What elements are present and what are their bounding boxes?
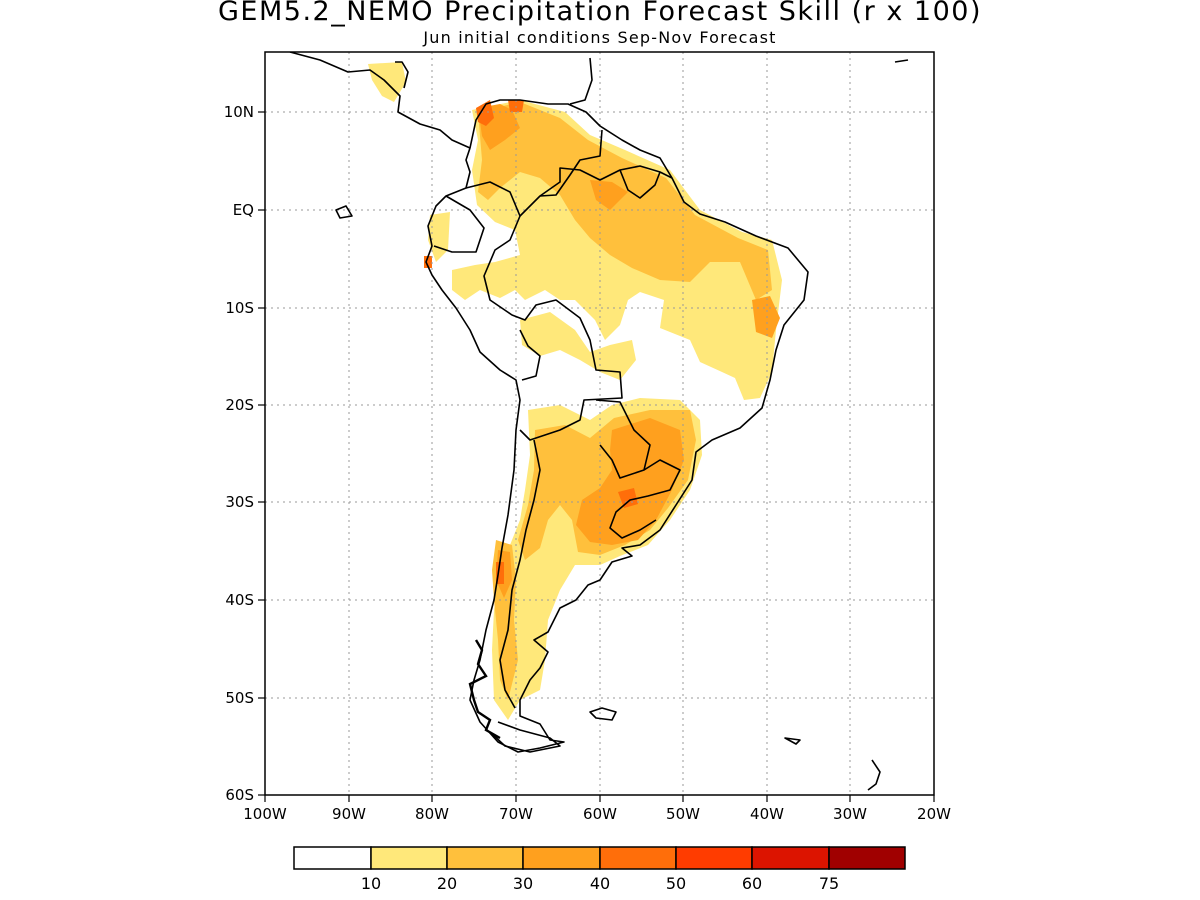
colorbar-swatch-4 bbox=[599, 846, 677, 870]
lon-tick-label-30w: 30W bbox=[833, 805, 867, 823]
colorbar-swatch-3 bbox=[522, 846, 601, 870]
lon-tick-label-90w: 90W bbox=[332, 805, 366, 823]
lat-tick-label-10s: 10S bbox=[225, 299, 254, 317]
map-subtitle: Jun initial conditions Sep-Nov Forecast bbox=[423, 28, 777, 47]
shade-northern-south-america-mid bbox=[478, 102, 772, 300]
colorbar-swatch-6 bbox=[751, 846, 830, 870]
lat-tick-label-50s: 50S bbox=[225, 689, 254, 707]
shade-southern-high bbox=[576, 418, 684, 545]
map-title: GEM5.2_NEMO Precipitation Forecast Skill… bbox=[218, 0, 982, 27]
shade-peru-coast bbox=[424, 256, 432, 268]
colorbar-label-30: 30 bbox=[513, 874, 533, 893]
lon-tick-label-100w: 100W bbox=[243, 805, 287, 823]
colorbar-swatch-0 bbox=[293, 846, 372, 870]
skill-shading bbox=[368, 62, 782, 720]
longitude-axis bbox=[264, 795, 935, 802]
coastlines bbox=[289, 52, 909, 791]
colorbar-swatch-1 bbox=[370, 846, 448, 870]
lat-tick-label-40s: 40S bbox=[225, 591, 254, 609]
colorbar-label-20: 20 bbox=[437, 874, 457, 893]
lat-tick-label-60s: 60S bbox=[225, 786, 254, 804]
lon-tick-label-20w: 20W bbox=[917, 805, 951, 823]
lon-tick-label-60w: 60W bbox=[583, 805, 617, 823]
lat-tick-label-eq: EQ bbox=[233, 201, 254, 219]
colorbar-swatch-5 bbox=[675, 846, 753, 870]
shade-venezuela-peak bbox=[476, 100, 494, 126]
lon-tick-label-50w: 50W bbox=[666, 805, 700, 823]
colorbar-swatch-7 bbox=[828, 846, 906, 870]
lat-tick-label-20s: 20S bbox=[225, 396, 254, 414]
map-gridlines bbox=[265, 52, 934, 795]
lon-tick-label-40w: 40W bbox=[750, 805, 784, 823]
colorbar bbox=[293, 846, 906, 870]
lon-tick-label-80w: 80W bbox=[415, 805, 449, 823]
latitude-axis bbox=[258, 111, 265, 796]
colorbar-label-40: 40 bbox=[590, 874, 610, 893]
colorbar-swatch-2 bbox=[446, 846, 524, 870]
shade-central-brazil bbox=[520, 312, 636, 380]
colorbar-label-60: 60 bbox=[742, 874, 762, 893]
colorbar-label-50: 50 bbox=[666, 874, 686, 893]
fjord-coast bbox=[468, 639, 501, 740]
lat-tick-label-30s: 30S bbox=[225, 493, 254, 511]
lat-tick-label-10n: 10N bbox=[224, 103, 254, 121]
colorbar-label-10: 10 bbox=[361, 874, 381, 893]
shade-ne-brazil-mid bbox=[752, 296, 780, 338]
shade-uruguay-peak bbox=[618, 488, 638, 508]
colorbar-label-75: 75 bbox=[819, 874, 839, 893]
lon-tick-label-70w: 70W bbox=[499, 805, 533, 823]
